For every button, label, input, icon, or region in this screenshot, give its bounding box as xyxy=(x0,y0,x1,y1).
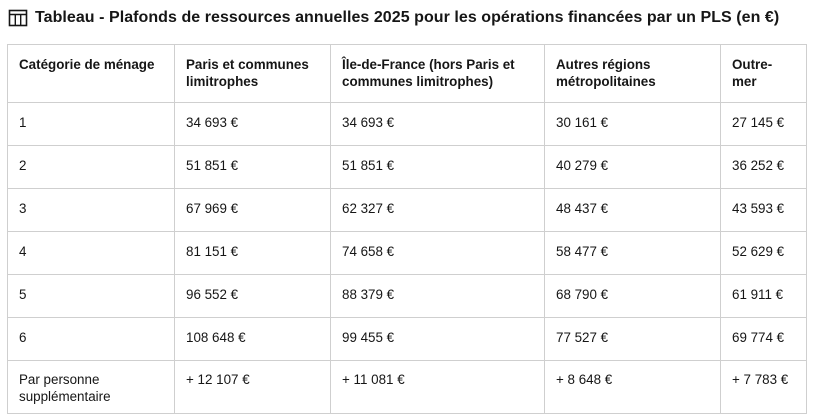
table-cell: 96 552 € xyxy=(174,274,331,318)
table-cell: 67 969 € xyxy=(174,188,331,232)
table-title: Tableau - Plafonds de ressources annuell… xyxy=(35,9,780,26)
table-row: 6 108 648 € 99 455 € 77 527 € 69 774 € xyxy=(7,317,807,361)
column-header-other-regions: Autres régions métropolitaines xyxy=(544,44,721,103)
table-cell: 77 527 € xyxy=(544,317,721,361)
table-cell: 74 658 € xyxy=(330,231,545,275)
table-cell: 88 379 € xyxy=(330,274,545,318)
table-header-row: Catégorie de ménage Paris et communes li… xyxy=(7,44,807,103)
table-cell: Par personne supplémentaire xyxy=(7,360,175,414)
table-icon xyxy=(8,8,28,28)
table-cell: 36 252 € xyxy=(720,145,807,189)
income-ceilings-table: Catégorie de ménage Paris et communes li… xyxy=(7,44,807,414)
table-cell: 2 xyxy=(7,145,175,189)
table-cell: + 11 081 € xyxy=(330,360,545,414)
column-header-overseas: Outre-mer xyxy=(720,44,807,103)
table-cell: 52 629 € xyxy=(720,231,807,275)
table-row: 1 34 693 € 34 693 € 30 161 € 27 145 € xyxy=(7,102,807,146)
table-cell: 27 145 € xyxy=(720,102,807,146)
table-row: 2 51 851 € 51 851 € 40 279 € 36 252 € xyxy=(7,145,807,189)
table-cell: 40 279 € xyxy=(544,145,721,189)
table-cell: 5 xyxy=(7,274,175,318)
table-row: 3 67 969 € 62 327 € 48 437 € 43 593 € xyxy=(7,188,807,232)
table-cell: + 12 107 € xyxy=(174,360,331,414)
table-cell: + 8 648 € xyxy=(544,360,721,414)
table-cell: 30 161 € xyxy=(544,102,721,146)
table-cell: 108 648 € xyxy=(174,317,331,361)
table-cell: 51 851 € xyxy=(330,145,545,189)
table-cell: 48 437 € xyxy=(544,188,721,232)
table-cell: 99 455 € xyxy=(330,317,545,361)
table-cell: 61 911 € xyxy=(720,274,807,318)
table-caption: Tableau - Plafonds de ressources annuell… xyxy=(8,6,779,30)
table-row: 4 81 151 € 74 658 € 58 477 € 52 629 € xyxy=(7,231,807,275)
table-cell: 62 327 € xyxy=(330,188,545,232)
table-row: Par personne supplémentaire + 12 107 € +… xyxy=(7,360,807,414)
table-cell: 51 851 € xyxy=(174,145,331,189)
column-header-ile-de-france: Île-de-France (hors Paris et communes li… xyxy=(330,44,545,103)
table-cell: 81 151 € xyxy=(174,231,331,275)
table-cell: 34 693 € xyxy=(174,102,331,146)
table-cell: 43 593 € xyxy=(720,188,807,232)
table-cell: 3 xyxy=(7,188,175,232)
column-header-paris: Paris et communes limitrophes xyxy=(174,44,331,103)
table-cell: 68 790 € xyxy=(544,274,721,318)
table-cell: 4 xyxy=(7,231,175,275)
column-header-household-category: Catégorie de ménage xyxy=(7,44,175,103)
table-cell: 69 774 € xyxy=(720,317,807,361)
table-cell: 6 xyxy=(7,317,175,361)
table-cell: 34 693 € xyxy=(330,102,545,146)
table-cell: 58 477 € xyxy=(544,231,721,275)
table-cell: 1 xyxy=(7,102,175,146)
table-row: 5 96 552 € 88 379 € 68 790 € 61 911 € xyxy=(7,274,807,318)
table-cell: + 7 783 € xyxy=(720,360,807,414)
